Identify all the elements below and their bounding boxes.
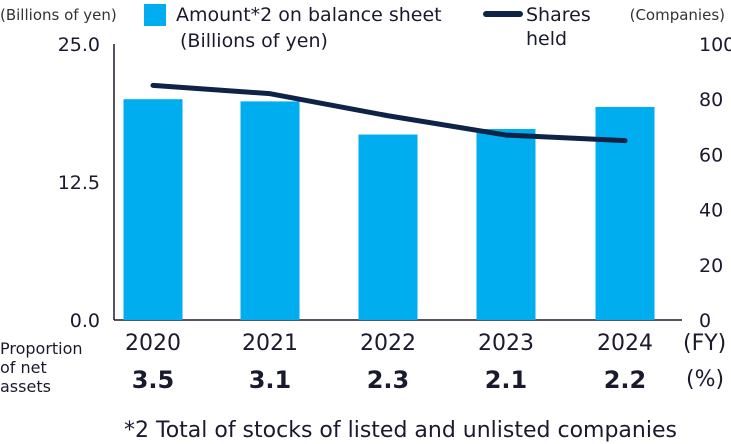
legend-bar-swatch bbox=[144, 4, 166, 26]
right-tick-label: 40 bbox=[699, 200, 723, 222]
proportion-value-2020: 3.5 bbox=[132, 366, 175, 394]
right-tick-label: 60 bbox=[699, 144, 723, 166]
left-tick-label: 0.0 bbox=[70, 310, 100, 332]
proportion-value-2021: 3.1 bbox=[249, 366, 292, 394]
category-label-2021: 2021 bbox=[242, 331, 298, 356]
category-label-2023: 2023 bbox=[478, 331, 534, 356]
left-tick-label: 12.5 bbox=[58, 172, 100, 194]
legend-line-label: Shares bbox=[526, 4, 591, 26]
proportion-unit: (%) bbox=[686, 367, 724, 392]
bar-2020 bbox=[123, 99, 183, 320]
right-axis-unit: (Companies) bbox=[630, 6, 725, 24]
footnote: *2 Total of stocks of listed and unliste… bbox=[124, 418, 677, 443]
bar-2021 bbox=[240, 101, 300, 321]
proportion-value-2024: 2.2 bbox=[604, 366, 647, 394]
shares-held-line bbox=[150, 82, 628, 144]
legend-line-label-2: held bbox=[526, 28, 567, 50]
category-label-2022: 2022 bbox=[360, 331, 416, 356]
right-tick-label: 0 bbox=[699, 310, 711, 332]
category-label-2020: 2020 bbox=[125, 331, 181, 356]
proportion-label-3: assets bbox=[0, 377, 51, 396]
left-axis-unit: (Billions of yen) bbox=[0, 6, 117, 24]
proportion-value-2022: 2.3 bbox=[367, 366, 410, 394]
right-tick-label: 100 bbox=[699, 34, 731, 56]
right-tick-label: 20 bbox=[699, 255, 723, 277]
category-label-2024: 2024 bbox=[597, 331, 653, 356]
right-tick-label: 80 bbox=[699, 89, 723, 111]
bar-2023 bbox=[476, 129, 536, 320]
legend-bar-label-2: (Billions of yen) bbox=[180, 30, 328, 52]
proportion-label-1: Proportion bbox=[0, 339, 83, 358]
proportion-value-2023: 2.1 bbox=[485, 366, 528, 394]
proportion-label-2: of net bbox=[0, 358, 47, 377]
legend-bar-label: Amount*2 on balance sheet bbox=[176, 4, 442, 26]
left-tick-label: 25.0 bbox=[58, 34, 100, 56]
x-axis-unit: (FY) bbox=[683, 331, 726, 356]
bar-2022 bbox=[358, 134, 418, 320]
